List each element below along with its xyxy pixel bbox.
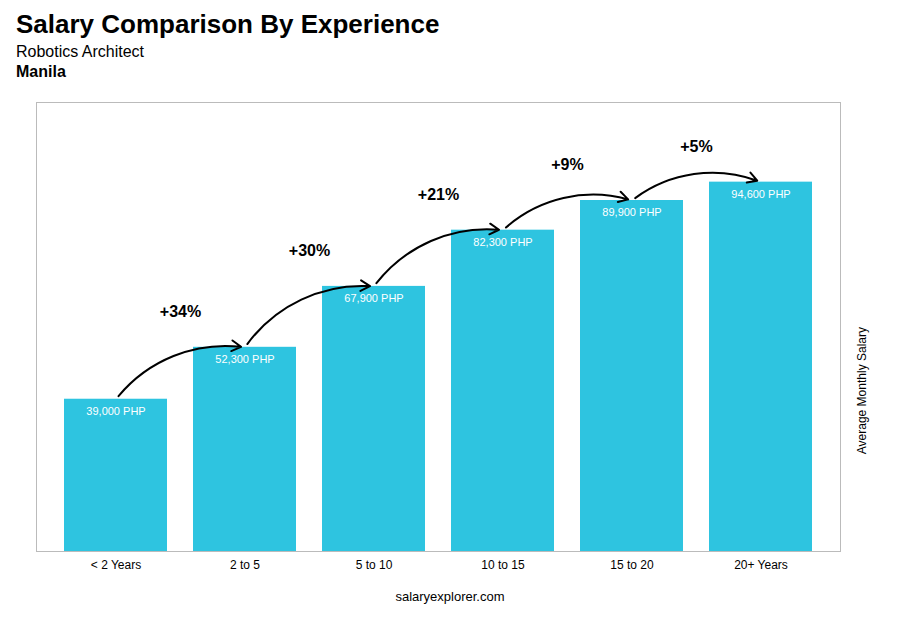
svg-text:39,000 PHP: 39,000 PHP [86,405,145,417]
svg-text:10 to 15: 10 to 15 [481,558,525,572]
html-text:Robotics Architect: Robotics Architect [16,43,145,60]
svg-text:2 to 5: 2 to 5 [230,558,260,572]
svg-text:52,300 PHP: 52,300 PHP [215,353,274,365]
svg-text:20+ Years: 20+ Years [734,558,788,572]
svg-text:15 to 20: 15 to 20 [610,558,654,572]
html-text:salaryexplorer.com: salaryexplorer.com [395,589,505,604]
svg-text:5 to 10: 5 to 10 [356,558,393,572]
svg-text:< 2 Years: < 2 Years [91,558,141,572]
html-text:Manila: Manila [16,63,66,80]
svg-text:+21%: +21% [418,186,459,203]
svg-text:+9%: +9% [551,156,583,173]
svg-text:+34%: +34% [160,303,201,320]
svg-text:82,300 PHP: 82,300 PHP [473,236,532,248]
svg-text:94,600 PHP: 94,600 PHP [731,188,790,200]
svg-text:89,900 PHP: 89,900 PHP [602,206,661,218]
svg-text:Average Monthly Salary: Average Monthly Salary [855,327,869,454]
svg-text:+5%: +5% [680,138,712,155]
svg-text:67,900 PHP: 67,900 PHP [344,292,403,304]
html-text:Salary Comparison By Experienc: Salary Comparison By Experience [16,9,440,39]
svg-text:+30%: +30% [289,242,330,259]
